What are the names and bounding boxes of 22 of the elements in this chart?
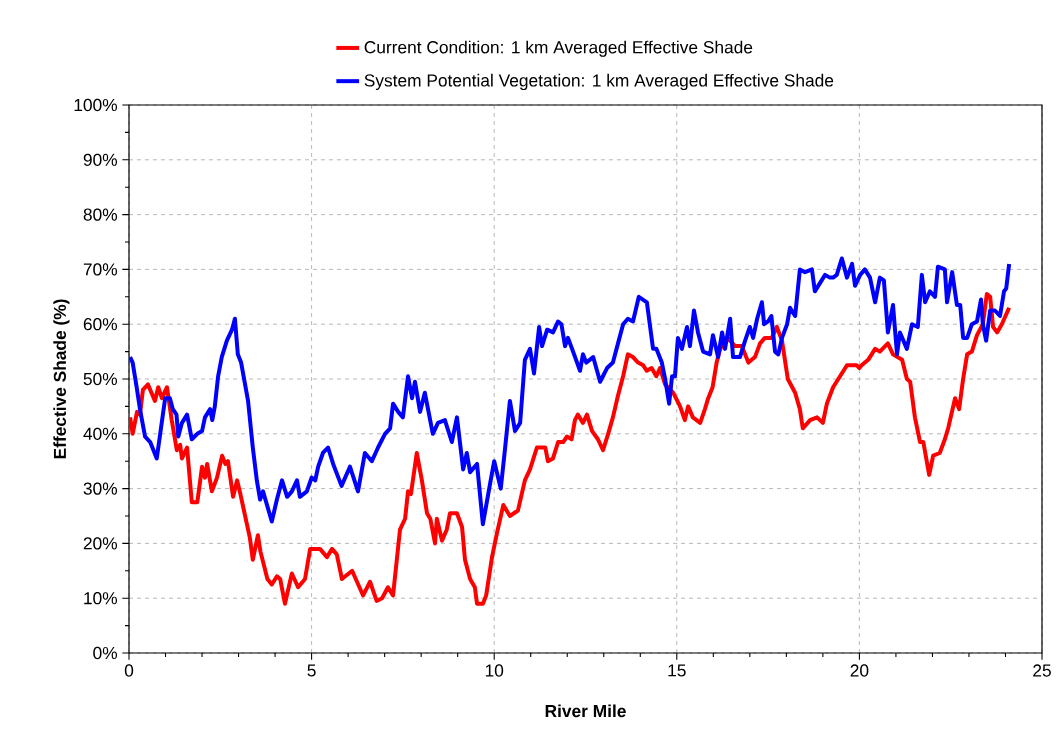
x-tick-label: 15 bbox=[668, 664, 686, 677]
y-tick-label: 30% bbox=[83, 482, 118, 495]
y-tick-label: 80% bbox=[83, 208, 118, 221]
y-axis-title: Effective Shade (%) bbox=[53, 299, 70, 459]
x-tick-label: 20 bbox=[850, 664, 869, 677]
legend-label: System Potential Vegetation: 1 km Averaged Effective Shade bbox=[364, 73, 834, 91]
x-tick-label: 25 bbox=[1033, 664, 1051, 677]
y-tick-label: 10% bbox=[84, 592, 118, 605]
x-tick-label: 5 bbox=[307, 664, 316, 677]
x-tick-label: 0 bbox=[124, 664, 134, 677]
y-tick-label: 50% bbox=[83, 372, 118, 386]
y-tick-label: 40% bbox=[83, 427, 118, 440]
y-tick-label: 20% bbox=[83, 537, 118, 550]
y-tick-label: 60% bbox=[83, 318, 118, 331]
line-series bbox=[129, 256, 1012, 527]
x-axis-title: River Mile bbox=[545, 704, 626, 718]
y-tick-label: 90% bbox=[83, 153, 118, 166]
y-tick-label: 70% bbox=[83, 263, 118, 276]
x-tick-label: 10 bbox=[485, 664, 504, 677]
y-tick-label: 100% bbox=[74, 98, 118, 112]
y-tick-label: 0% bbox=[93, 646, 118, 660]
legend-label: Current Condition: 1 km Averaged Effective Shade bbox=[364, 40, 753, 57]
